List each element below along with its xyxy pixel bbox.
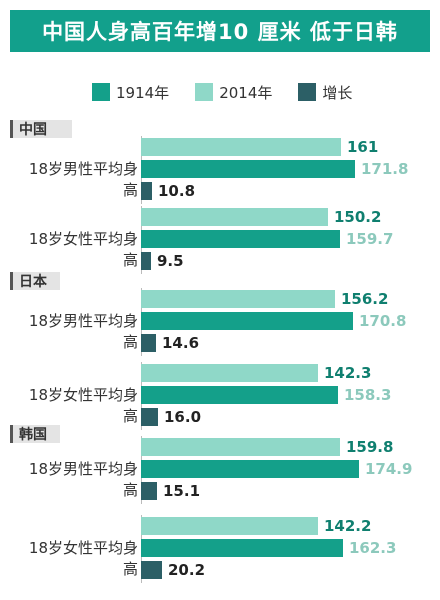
bar-y2014: [141, 160, 355, 178]
bar-y2014: [141, 539, 343, 557]
bar-growth: [141, 334, 156, 352]
data-label-y2014: 158.3: [344, 386, 392, 404]
bar-growth: [141, 252, 151, 270]
data-label-y2014: 159.7: [346, 230, 394, 248]
data-label-growth: 20.2: [168, 561, 206, 579]
bar-y2014: [141, 312, 353, 330]
bar-y1914: [141, 517, 318, 535]
data-label-growth: 10.8: [158, 182, 196, 200]
legend-swatch-2014: [195, 83, 214, 101]
data-label-y2014: 174.9: [365, 460, 413, 478]
data-label-growth: 15.1: [163, 482, 201, 500]
bar-growth: [141, 561, 162, 579]
legend-label-growth: 增长: [322, 83, 353, 102]
bar-y1914: [141, 438, 340, 456]
row-label: 18岁女性平均身高: [28, 230, 138, 269]
row-label: 18岁男性平均身高: [28, 460, 138, 499]
data-label-y2014: 162.3: [349, 539, 397, 557]
group-header-1: 日本: [10, 272, 60, 290]
legend-item-1914: 1914年: [92, 82, 169, 103]
data-label-growth: 14.6: [162, 334, 200, 352]
chart-title: 中国人身高百年增10 厘米 低于日韩: [10, 10, 430, 52]
bar-y2014: [141, 386, 338, 404]
data-label-y2014: 171.8: [361, 160, 409, 178]
row-label: 18岁女性平均身高: [28, 539, 138, 578]
row-label: 18岁男性平均身高: [28, 160, 138, 199]
data-label-growth: 9.5: [157, 252, 184, 270]
row-label: 18岁男性平均身高: [28, 312, 138, 351]
bar-y2014: [141, 460, 359, 478]
bar-y1914: [141, 290, 335, 308]
bar-y1914: [141, 364, 318, 382]
group-header-2: 韩国: [10, 425, 60, 443]
legend-label-2014: 2014年: [219, 83, 273, 102]
data-label-growth: 16.0: [164, 408, 202, 426]
bar-growth: [141, 182, 152, 200]
row-label: 18岁女性平均身高: [28, 386, 138, 425]
data-label-y1914: 161: [347, 138, 379, 156]
legend: 1914年 2014年 增长: [92, 82, 378, 102]
legend-swatch-1914: [92, 83, 110, 101]
data-label-y1914: 159.8: [346, 438, 394, 456]
bar-y1914: [141, 208, 328, 226]
data-label-y1914: 142.3: [324, 364, 372, 382]
bar-y2014: [141, 230, 340, 248]
data-label-y2014: 170.8: [359, 312, 407, 330]
data-label-y1914: 156.2: [341, 290, 389, 308]
bar-growth: [141, 482, 157, 500]
legend-item-2014: 2014年: [195, 82, 272, 103]
data-label-y1914: 150.2: [334, 208, 382, 226]
bar-growth: [141, 408, 158, 426]
group-header-0: 中国: [10, 120, 72, 138]
legend-swatch-growth: [298, 83, 317, 101]
data-label-y1914: 142.2: [324, 517, 372, 535]
legend-label-1914: 1914年: [116, 83, 170, 102]
bar-y1914: [141, 138, 341, 156]
legend-item-growth: 增长: [298, 82, 352, 103]
